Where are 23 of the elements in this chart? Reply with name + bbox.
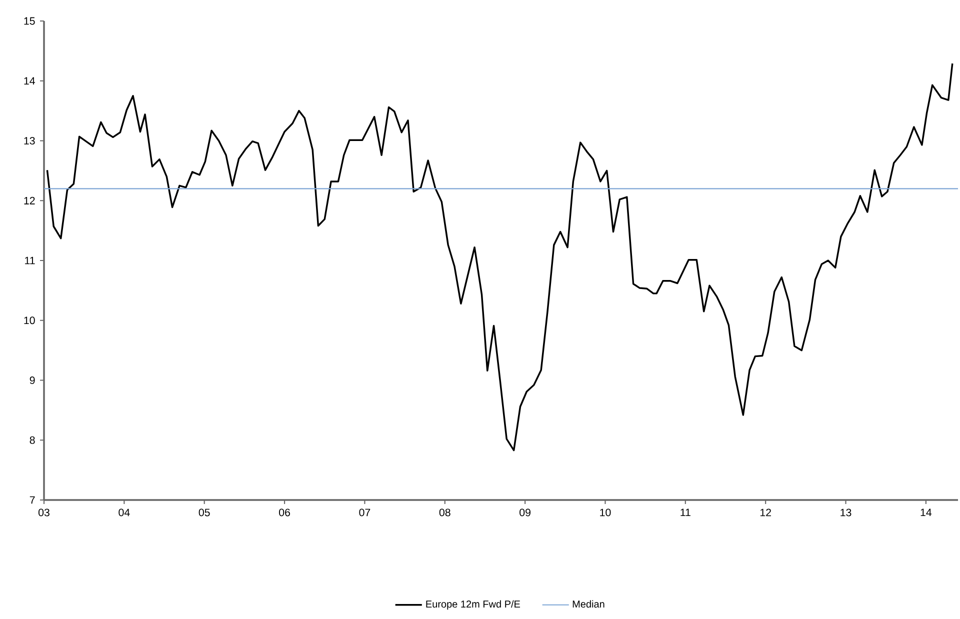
y-tick-label: 10 xyxy=(24,316,35,324)
x-tick-label: 12 xyxy=(760,508,771,516)
x-tick-label: 05 xyxy=(198,508,210,516)
y-tick-label: 13 xyxy=(24,136,35,145)
x-tick-label: 04 xyxy=(118,508,130,516)
y-tick-label: 11 xyxy=(25,256,35,264)
x-tick-label: 08 xyxy=(439,508,450,516)
y-tick-label: 12 xyxy=(24,196,35,204)
x-tick-label: 10 xyxy=(600,508,611,516)
y-tick-label: 14 xyxy=(24,77,35,85)
x-tick-label: 14 xyxy=(920,508,932,516)
legend-label: Median xyxy=(572,600,604,608)
x-tick-label: 09 xyxy=(520,508,530,516)
y-tick-label: 7 xyxy=(30,496,35,504)
x-tick-label: 11 xyxy=(680,508,690,516)
x-tick-label: 07 xyxy=(359,508,370,516)
x-tick-label: 06 xyxy=(279,508,290,516)
x-tick-label: 13 xyxy=(840,508,852,516)
y-tick-label: 9 xyxy=(30,376,35,384)
y-tick-label: 8 xyxy=(30,436,35,444)
legend-label: Europe 12m Fwd P/E xyxy=(426,600,520,610)
x-tick-label: 03 xyxy=(38,508,50,516)
y-tick-label: 15 xyxy=(24,17,35,25)
